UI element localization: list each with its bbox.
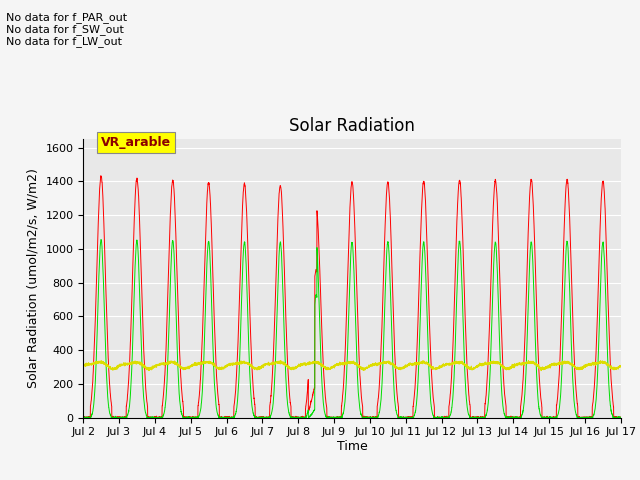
SW_in (79, 415, 87, 420)
LW_in (176, 363, 184, 369)
LW_in (332, 362, 340, 368)
Y-axis label: Solar Radiation (umol/m2/s, W/m2): Solar Radiation (umol/m2/s, W/m2) (27, 168, 40, 388)
LW_in (538, 368, 545, 373)
Text: No data for f_SW_out: No data for f_SW_out (6, 24, 124, 35)
LW_in (503, 366, 511, 372)
PAR_in (616, 415, 624, 420)
Text: No data for f_PAR_out: No data for f_PAR_out (6, 12, 127, 23)
PAR_in (473, 415, 481, 420)
PAR_in (443, 415, 451, 420)
LW_in (616, 364, 624, 370)
PAR_in (97, 173, 105, 179)
Text: No data for f_LW_out: No data for f_LW_out (6, 36, 122, 47)
SW_in (503, 414, 511, 420)
Line: PAR_in: PAR_in (83, 176, 621, 418)
LW_in (79, 362, 87, 368)
SW_in (616, 415, 624, 420)
SW_in (617, 415, 625, 420)
SW_in (332, 415, 340, 420)
X-axis label: Time: Time (337, 440, 367, 453)
PAR_in (176, 358, 184, 364)
Text: VR_arable: VR_arable (101, 136, 172, 149)
PAR_in (80, 415, 88, 420)
Line: SW_in: SW_in (83, 240, 621, 418)
PAR_in (332, 415, 340, 420)
PAR_in (503, 415, 511, 420)
SW_in (176, 399, 184, 405)
LW_in (277, 358, 285, 363)
Line: LW_in: LW_in (83, 360, 621, 371)
SW_in (472, 415, 480, 420)
PAR_in (79, 414, 87, 420)
SW_in (443, 414, 451, 420)
PAR_in (617, 415, 625, 420)
LW_in (617, 363, 625, 369)
LW_in (443, 360, 451, 366)
Title: Solar Radiation: Solar Radiation (289, 117, 415, 135)
SW_in (97, 237, 105, 242)
LW_in (472, 364, 480, 370)
